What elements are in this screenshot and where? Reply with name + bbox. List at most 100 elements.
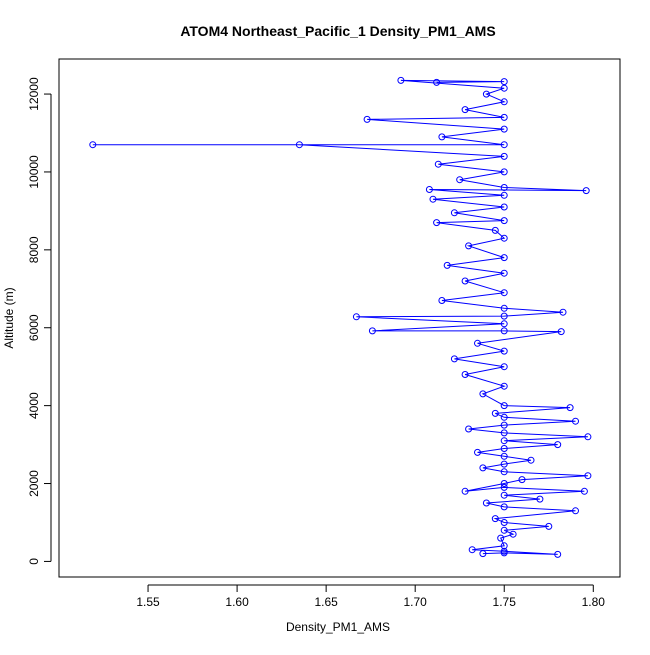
- data-point: [474, 448, 481, 456]
- data-point: [500, 289, 508, 297]
- data-point: [500, 125, 508, 133]
- data-point: [584, 433, 592, 441]
- y-tick-label: 6000: [27, 314, 41, 341]
- data-point: [500, 519, 508, 526]
- data-point: [500, 320, 508, 328]
- data-point: [491, 409, 499, 417]
- data-point: [450, 355, 458, 363]
- data-point: [500, 460, 508, 468]
- plot-area: [89, 76, 592, 558]
- y-axis-label: Altitude (m): [2, 287, 16, 348]
- data-point: [500, 234, 508, 242]
- data-point: [491, 226, 499, 234]
- data-point: [443, 261, 451, 269]
- data-point: [509, 530, 517, 538]
- data-point: [461, 277, 469, 285]
- data-point: [584, 472, 592, 480]
- data-point: [500, 98, 508, 106]
- data-point: [500, 421, 508, 429]
- chart-title: ATOM4 Northeast_Pacific_1 Density_PM1_AM…: [180, 23, 495, 39]
- data-point: [500, 304, 508, 312]
- data-point: [479, 464, 487, 472]
- data-point: [536, 495, 544, 503]
- data-point: [500, 437, 508, 445]
- data-point: [438, 133, 446, 141]
- data-point: [500, 84, 508, 92]
- data-point: [545, 522, 553, 530]
- data-point: [397, 76, 405, 84]
- x-tick-label: 1.60: [225, 595, 249, 609]
- data-point: [500, 347, 508, 355]
- data-point: [500, 542, 508, 550]
- data-point: [557, 328, 565, 336]
- data-point: [500, 445, 508, 452]
- y-tick-label: 4000: [27, 392, 41, 419]
- data-point: [479, 550, 487, 558]
- data-point: [500, 312, 508, 320]
- data-point: [500, 78, 508, 86]
- data-point: [474, 339, 481, 347]
- x-tick-label: 1.75: [493, 595, 517, 609]
- data-point: [500, 113, 508, 121]
- data-point: [500, 327, 508, 335]
- y-tick-label: 2000: [27, 470, 41, 497]
- data-point: [500, 526, 508, 534]
- data-point: [572, 417, 579, 425]
- x-tick-label: 1.65: [314, 595, 338, 609]
- data-point: [500, 429, 508, 437]
- y-tick-label: 0: [27, 558, 41, 565]
- axes: 1.55 1.60 1.65 1.70 1.75 1.80 0 2000 4000 6000 800…: [27, 58, 621, 609]
- y-tick-label: 12000: [27, 77, 41, 111]
- series-line: [92, 79, 588, 555]
- data-point: [352, 313, 360, 321]
- data-point: [368, 327, 376, 335]
- data-point: [461, 371, 469, 378]
- data-point: [500, 217, 508, 225]
- plot-frame: [58, 58, 621, 578]
- data-point: [566, 404, 574, 412]
- data-point: [500, 152, 508, 160]
- data-point: [482, 499, 490, 507]
- data-point: [554, 441, 562, 449]
- data-point: [500, 382, 508, 390]
- x-tick-label: 1.80: [582, 595, 606, 609]
- data-point: [500, 184, 508, 191]
- data-point: [518, 476, 526, 484]
- data-point: [527, 456, 535, 464]
- data-point: [465, 425, 473, 433]
- y-tick-label: 10000: [27, 155, 41, 189]
- data-point: [500, 452, 508, 460]
- data-point: [500, 413, 508, 421]
- data-point: [500, 363, 508, 371]
- data-point: [479, 390, 487, 398]
- data-point: [89, 141, 97, 149]
- data-point: [500, 491, 508, 499]
- data-point: [465, 242, 473, 250]
- x-tick-label: 1.55: [136, 595, 160, 609]
- data-point: [500, 254, 508, 262]
- data-point: [461, 487, 469, 495]
- data-point: [580, 487, 588, 495]
- data-point: [500, 468, 508, 476]
- data-point: [433, 78, 441, 86]
- data-point: [433, 219, 441, 227]
- data-point: [450, 209, 458, 217]
- data-point: [572, 507, 579, 515]
- data-point: [482, 90, 490, 98]
- data-point: [500, 168, 508, 176]
- data-point: [461, 106, 469, 114]
- data-point: [582, 187, 590, 195]
- data-point: [491, 515, 499, 523]
- x-axis-label: Density_PM1_AMS: [286, 620, 390, 634]
- y-tick-label: 8000: [27, 236, 41, 263]
- data-point: [554, 550, 562, 558]
- data-point: [295, 141, 303, 149]
- data-point: [500, 483, 508, 491]
- data-point: [559, 308, 567, 316]
- x-tick-label: 1.70: [404, 595, 428, 609]
- data-point: [500, 191, 508, 199]
- data-point: [500, 269, 508, 277]
- data-point: [438, 297, 446, 304]
- data-point: [500, 203, 508, 211]
